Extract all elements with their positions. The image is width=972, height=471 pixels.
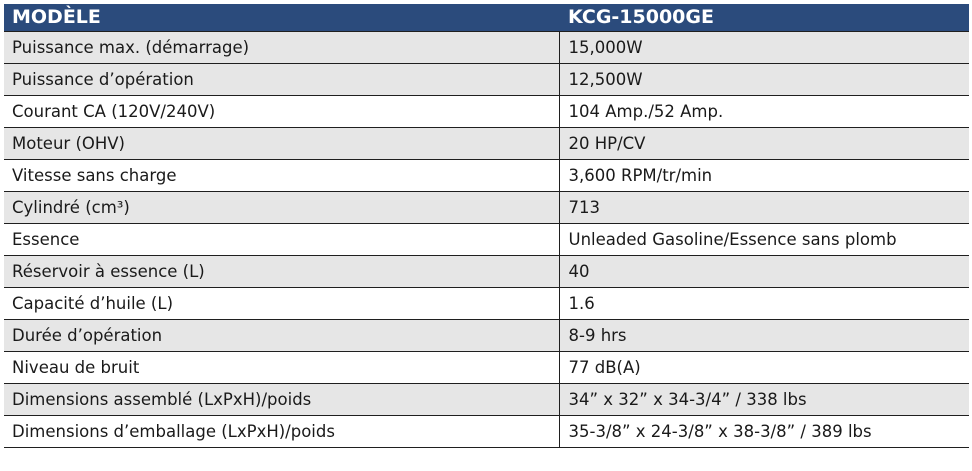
table-row: Niveau de bruit 77 dB(A) [4, 351, 969, 384]
spec-value: 8-9 hrs [558, 319, 969, 352]
table-row: Réservoir à essence (L) 40 [4, 255, 969, 288]
spec-value: 34” x 32” x 34-3/4” / 338 lbs [558, 383, 969, 416]
spec-label: Puissance max. (démarrage) [4, 31, 559, 64]
spec-label: Moteur (OHV) [4, 127, 559, 160]
spec-label: Puissance d’opération [4, 63, 559, 96]
spec-label: Essence [4, 223, 559, 256]
table-row: Capacité d’huile (L) 1.6 [4, 287, 969, 320]
table-row: Durée d’opération 8-9 hrs [4, 319, 969, 352]
spec-value: 1.6 [558, 287, 969, 320]
spec-value: 3,600 RPM/tr/min [558, 159, 969, 192]
spec-value: Unleaded Gasoline/Essence sans plomb [558, 223, 969, 256]
spec-value: 104 Amp./52 Amp. [558, 95, 969, 128]
spec-value: 77 dB(A) [558, 351, 969, 384]
spec-label: Cylindré (cm³) [4, 191, 559, 224]
table-row: Puissance max. (démarrage) 15,000W [4, 31, 969, 64]
table-header-row: MODÈLE KCG-15000GE [4, 4, 969, 32]
spec-label: Dimensions d’emballage (LxPxH)/poids [4, 415, 559, 448]
spec-value: 20 HP/CV [558, 127, 969, 160]
spec-label: Niveau de bruit [4, 351, 559, 384]
table-row: Courant CA (120V/240V) 104 Amp./52 Amp. [4, 95, 969, 128]
spec-label: Réservoir à essence (L) [4, 255, 559, 288]
spec-value: 35-3/8” x 24-3/8” x 38-3/8” / 389 lbs [558, 415, 969, 448]
spec-table: MODÈLE KCG-15000GE Puissance max. (démar… [4, 4, 969, 448]
model-column-header: MODÈLE [4, 4, 559, 32]
spec-label: Durée d’opération [4, 319, 559, 352]
spec-label: Dimensions assemblé (LxPxH)/poids [4, 383, 559, 416]
table-row: Dimensions assemblé (LxPxH)/poids 34” x … [4, 383, 969, 416]
table-row: Dimensions d’emballage (LxPxH)/poids 35-… [4, 415, 969, 448]
spec-label: Capacité d’huile (L) [4, 287, 559, 320]
spec-label: Vitesse sans charge [4, 159, 559, 192]
spec-value: 15,000W [558, 31, 969, 64]
model-name-header: KCG-15000GE [559, 4, 969, 32]
spec-value: 12,500W [558, 63, 969, 96]
table-row: Cylindré (cm³) 713 [4, 191, 969, 224]
table-row: Moteur (OHV) 20 HP/CV [4, 127, 969, 160]
spec-label: Courant CA (120V/240V) [4, 95, 559, 128]
spec-value: 40 [558, 255, 969, 288]
table-row: Puissance d’opération 12,500W [4, 63, 969, 96]
spec-value: 713 [558, 191, 969, 224]
table-row: Essence Unleaded Gasoline/Essence sans p… [4, 223, 969, 256]
table-row: Vitesse sans charge 3,600 RPM/tr/min [4, 159, 969, 192]
